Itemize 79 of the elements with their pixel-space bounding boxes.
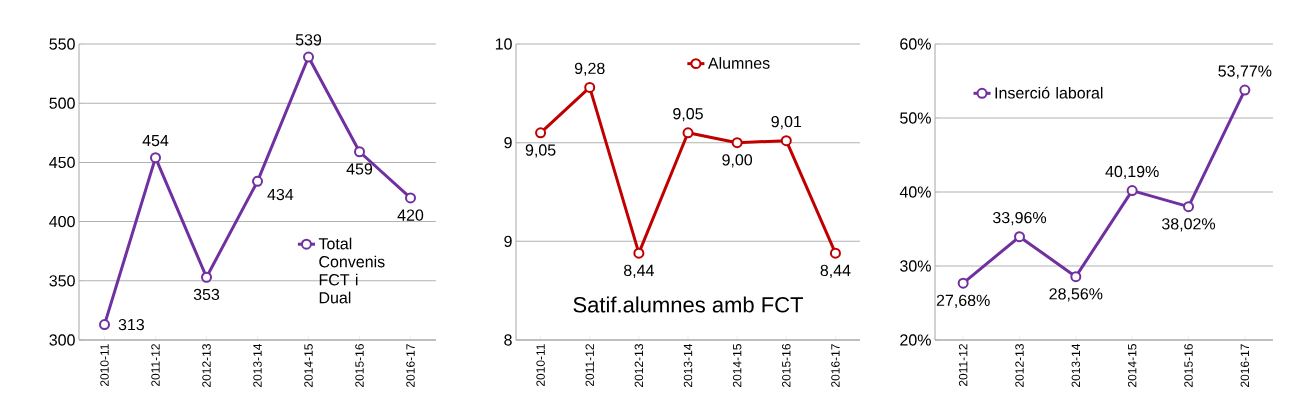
point [354,146,365,158]
point [1126,185,1138,197]
x-tick-label: 2010-11 [536,344,545,387]
point [829,247,841,259]
y-tick-label: 10 [495,38,512,50]
point [780,135,792,147]
data-label: 9,05 [525,144,556,158]
data-label: 8,44 [623,264,654,278]
x-tick-label: 2012-13 [202,344,211,387]
data-label: 539 [295,34,322,46]
y-tick-label: 550 [49,38,75,50]
x-tick-label: 2016-17 [831,344,840,387]
point [1014,231,1025,243]
y-tick-label: 300 [49,334,75,346]
x-tick-label: 2015-16 [782,344,791,387]
y-tick-label: 20% [900,334,931,346]
point [535,127,547,139]
annotation: Satif.alumnes amb FCT [573,296,804,313]
y-tick-label: 50% [900,112,931,124]
y-tick-label: 30% [900,260,931,272]
x-tick-label: 2015-16 [355,344,364,387]
x-tick-label: 2016-17 [1240,344,1250,387]
x-tick-label: 2012-13 [634,344,644,387]
legend-label: Alumnes [707,57,770,69]
data-label: 9,00 [722,154,753,168]
point [405,192,416,204]
data-label: 9,28 [574,62,605,76]
legend-label: Inserció laboral [995,86,1103,99]
point [633,247,645,259]
x-tick-label: 2014-15 [304,344,313,387]
point [252,175,263,187]
x-tick-label: 2011-12 [151,344,160,387]
point [201,271,213,283]
y-tick-label: 9 [504,235,512,247]
x-tick-label: 2013-14 [253,343,262,387]
x-tick-label: 2015-16 [1184,344,1193,387]
data-label: 9,01 [771,115,802,130]
point [150,152,161,164]
data-label: 27,68% [936,294,990,308]
data-label: 8,44 [820,264,851,278]
x-tick-label: 2012-13 [1015,344,1024,387]
y-tick-label: 400 [49,215,75,228]
x-tick-label: 2016-17 [406,344,415,387]
y-tick-label: 500 [49,97,75,109]
point [682,127,694,139]
point [99,319,110,331]
y-tick-label: 40% [899,186,931,198]
point [957,277,969,289]
point [731,137,743,149]
point [584,81,596,93]
y-tick-label: 60% [900,38,931,50]
x-tick-label: 2011-12 [958,344,968,387]
data-label: 454 [142,134,169,147]
x-tick-label: 2014-15 [732,344,742,387]
point [1070,271,1082,283]
data-label: 28,56% [1049,288,1103,302]
data-label: 38,02% [1161,218,1216,232]
y-tick-label: 450 [49,156,75,169]
data-label: 53,77% [1218,65,1272,79]
legend-label: Total Convenis FCT i Dual [318,237,385,304]
point [1239,84,1251,96]
data-label: 353 [193,288,220,301]
data-label: 434 [267,188,294,201]
y-tick-label: 9 [504,137,512,149]
x-tick-label: 2010-11 [100,344,109,387]
data-label: 313 [118,318,145,331]
x-tick-label: 2013-14 [683,343,693,387]
y-tick-label: 8 [504,334,512,346]
data-label: 33,96% [992,211,1047,226]
x-tick-label: 2013-14 [1071,343,1081,387]
point [1183,201,1194,213]
data-label: 420 [397,209,424,221]
data-label: 459 [346,163,373,175]
data-label: 40,19% [1105,165,1159,180]
y-tick-label: 350 [49,275,75,287]
x-tick-label: 2014-15 [1127,344,1137,387]
data-label: 9,05 [673,108,703,122]
x-tick-label: 2011-12 [585,344,594,387]
point [303,51,314,63]
